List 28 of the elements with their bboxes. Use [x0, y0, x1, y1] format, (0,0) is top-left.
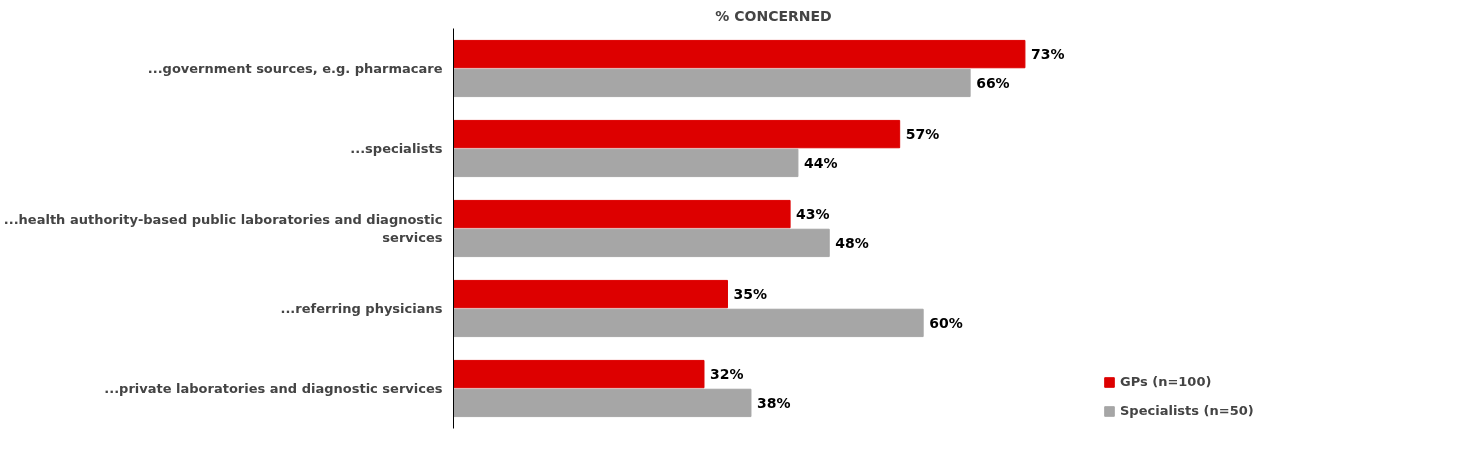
bar [453, 228, 830, 258]
data-label: 48% [835, 234, 869, 251]
bar [453, 199, 791, 229]
bar [453, 388, 752, 418]
y-tick-label: ...specialists [350, 141, 443, 156]
y-tick-label: ...private laboratories and diagnostic services [104, 381, 443, 396]
bar [453, 39, 1026, 69]
data-label: 60% [929, 314, 963, 331]
data-label: 35% [733, 286, 767, 303]
bar [453, 68, 971, 98]
data-label: 44% [803, 154, 838, 171]
data-label: 66% [976, 74, 1010, 91]
data-label: 73% [1030, 46, 1065, 63]
data-label: 32% [709, 366, 744, 383]
legend-label: GPs (n=100) [1120, 374, 1212, 389]
bar [453, 279, 728, 309]
data-label: 57% [905, 126, 940, 143]
data-label: 38% [756, 394, 791, 411]
bar [453, 359, 705, 389]
y-tick-label: ...health authority-based public laboratories and diagnostic services [3, 212, 443, 245]
legend-label: Specialists (n=50) [1120, 403, 1254, 418]
bar [453, 148, 799, 178]
y-tick-label: ...referring physicians [280, 301, 443, 316]
data-label: 43% [796, 206, 830, 223]
y-tick-label: ...government sources, e.g. pharmacare [147, 61, 443, 76]
chart-title: % CONCERNED [715, 7, 832, 24]
bar [453, 308, 924, 338]
bar [453, 119, 901, 149]
